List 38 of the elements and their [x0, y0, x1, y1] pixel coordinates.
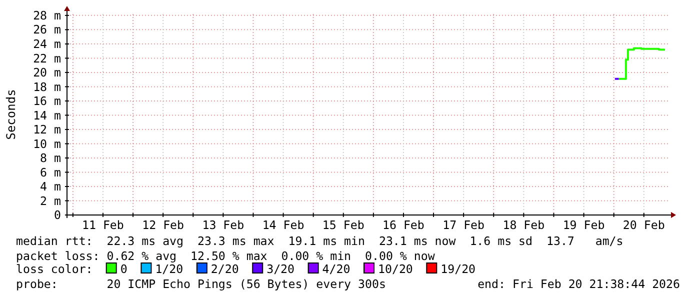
y-tick-label: 22 m — [33, 51, 62, 66]
x-tick-label: 12 Feb — [142, 218, 184, 232]
y-tick-label: 2 m — [40, 194, 62, 208]
x-tick-label: 14 Feb — [262, 218, 304, 232]
y-axis-title: Seconds — [4, 89, 18, 140]
text: probe: 20 ICMP Echo Pings (56 Bytes) every 300s — [16, 277, 386, 291]
y-tick-label: 0 — [54, 208, 62, 222]
legend-label: 1/20 — [155, 262, 184, 276]
x-tick-label: 16 Feb — [382, 218, 424, 232]
y-tick-label: 16 m — [33, 94, 62, 108]
y-tick-label: 10 m — [33, 136, 62, 151]
text: median rtt: 22.3 ms avg 23.3 ms max 19.1 ms min 23.1 ms now 1.6 ms sd 13.7 am/s — [16, 234, 624, 248]
legend-label: 4/20 — [322, 262, 350, 276]
text: packet loss: 0.62 % avg 12.50 % max 0.00 % min 0.00 % now — [16, 249, 435, 263]
y-tick-label: 24 m — [33, 36, 62, 51]
y-tick-label: 8 m — [40, 151, 62, 166]
x-tick-label: 11 Feb — [82, 218, 124, 232]
x-tick-label: 20 Feb — [622, 218, 665, 232]
x-tick-label: 13 Feb — [202, 218, 244, 232]
legend-label: 10/20 — [378, 262, 413, 276]
x-tick-label: 18 Feb — [502, 218, 545, 232]
y-tick-label: 4 m — [40, 180, 62, 194]
legend-label: 3/20 — [266, 262, 295, 276]
y-tick-label: 28 m — [33, 8, 62, 22]
y-tick-label: 26 m — [33, 22, 62, 37]
x-tick-label: 17 Feb — [442, 218, 485, 232]
legend-label: 0 — [120, 262, 128, 276]
legend-label: 2/20 — [210, 262, 239, 276]
y-tick-label: 18 m — [33, 80, 62, 94]
x-tick-label: 19 Feb — [562, 218, 605, 232]
legend-label: 19/20 — [440, 262, 476, 276]
legend-title: loss color: — [16, 262, 93, 276]
y-tick-label: 6 m — [40, 165, 62, 180]
text: end: Fri Feb 20 21:38:44 2026 — [478, 277, 680, 291]
y-tick-label: 14 m — [33, 108, 62, 122]
y-tick-label: 20 m — [33, 66, 62, 80]
x-tick-label: 15 Feb — [322, 218, 364, 232]
y-tick-label: 12 m — [33, 122, 62, 137]
